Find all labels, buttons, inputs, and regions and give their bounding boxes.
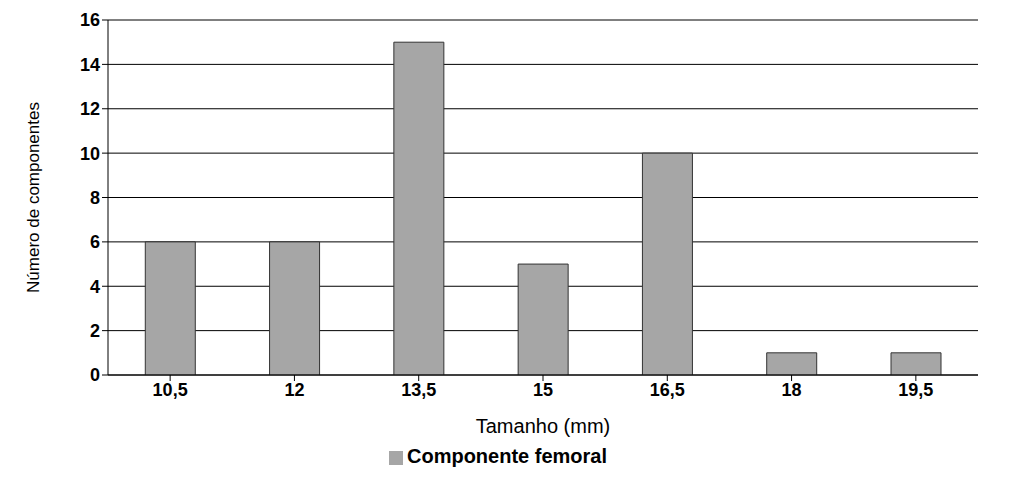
svg-text:16: 16 [80,10,100,30]
svg-text:2: 2 [90,321,100,341]
svg-text:19,5: 19,5 [898,380,933,400]
svg-text:Tamanho (mm): Tamanho (mm) [476,415,610,437]
html-text:Componente femoral: Componente femoral [407,445,607,467]
svg-text:18: 18 [782,380,802,400]
svg-text:15: 15 [533,380,553,400]
svg-text:12: 12 [284,380,304,400]
svg-text:8: 8 [90,188,100,208]
svg-text:16,5: 16,5 [650,380,685,400]
svg-text:Número de componentes: Número de componentes [24,102,43,293]
svg-text:4: 4 [90,277,100,297]
svg-text:0: 0 [90,365,100,385]
svg-text:12: 12 [80,99,100,119]
svg-text:10,5: 10,5 [153,380,188,400]
svg-text:14: 14 [80,55,100,75]
svg-text:6: 6 [90,232,100,252]
svg-text:13,5: 13,5 [401,380,436,400]
svg-text:10: 10 [80,144,100,164]
